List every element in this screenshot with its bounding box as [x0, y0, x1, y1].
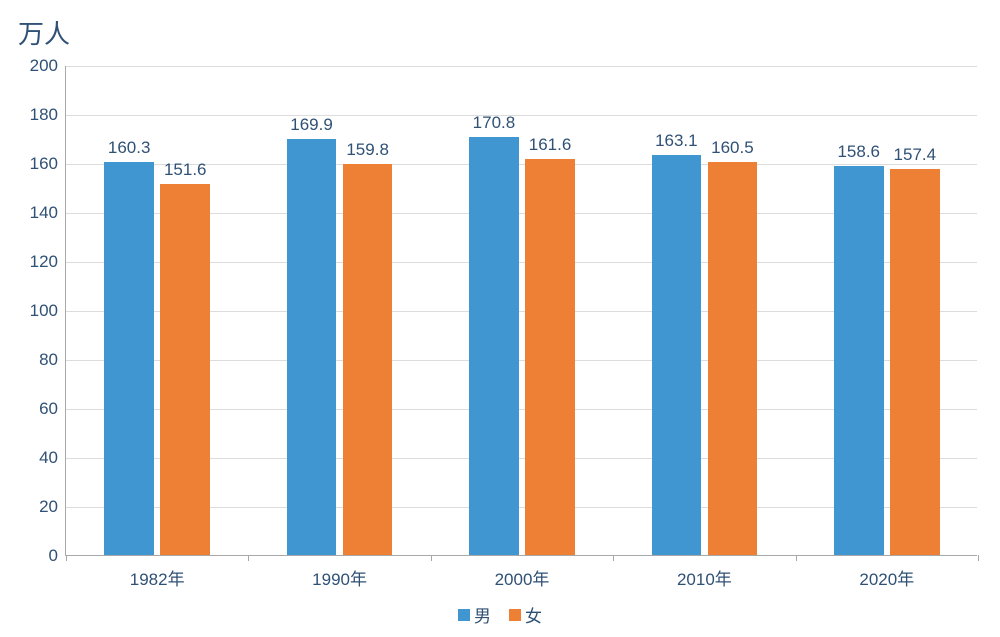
x-tick-mark — [613, 555, 614, 561]
x-tick-label: 2000年 — [495, 565, 550, 590]
bar-女: 159.8 — [343, 164, 393, 556]
legend-label: 女 — [525, 602, 542, 627]
bar-女: 157.4 — [890, 169, 940, 555]
population-by-sex-chart: 万人 0204060801001201401601802001982年160.3… — [0, 0, 1000, 637]
x-tick-label: 2020年 — [859, 565, 914, 590]
bar-男: 170.8 — [469, 137, 519, 555]
bar-value-label: 163.1 — [655, 131, 698, 151]
y-tick-label: 140 — [30, 203, 58, 223]
bar-女: 151.6 — [160, 184, 210, 555]
bar-男: 158.6 — [834, 166, 884, 555]
gridline — [66, 115, 977, 116]
x-tick-label: 2010年 — [677, 565, 732, 590]
x-tick-mark — [431, 555, 432, 561]
legend-swatch — [458, 609, 470, 621]
gridline — [66, 66, 977, 67]
x-tick-mark — [248, 555, 249, 561]
bar-男: 163.1 — [652, 155, 702, 555]
x-tick-mark — [978, 555, 979, 561]
y-tick-label: 160 — [30, 154, 58, 174]
bar-value-label: 158.6 — [837, 142, 880, 162]
x-tick-mark — [66, 555, 67, 561]
legend: 男女 — [458, 602, 542, 627]
x-tick-label: 1982年 — [130, 565, 185, 590]
bar-value-label: 160.3 — [108, 138, 151, 158]
y-tick-label: 180 — [30, 105, 58, 125]
bar-value-label: 151.6 — [164, 160, 207, 180]
bar-value-label: 170.8 — [473, 113, 516, 133]
plot-area: 0204060801001201401601802001982年160.3151… — [65, 66, 977, 556]
bar-value-label: 157.4 — [894, 145, 937, 165]
y-tick-label: 200 — [30, 56, 58, 76]
y-tick-label: 80 — [39, 350, 58, 370]
bar-value-label: 161.6 — [529, 135, 572, 155]
y-tick-label: 60 — [39, 399, 58, 419]
y-tick-label: 120 — [30, 252, 58, 272]
y-tick-label: 100 — [30, 301, 58, 321]
y-tick-label: 0 — [49, 546, 58, 566]
legend-swatch — [509, 609, 521, 621]
y-tick-label: 20 — [39, 497, 58, 517]
y-axis-unit: 万人 — [18, 14, 70, 51]
bar-女: 160.5 — [708, 162, 758, 555]
bar-value-label: 159.8 — [346, 140, 389, 160]
bar-value-label: 160.5 — [711, 138, 754, 158]
legend-label: 男 — [474, 602, 491, 627]
legend-item: 女 — [509, 602, 542, 627]
x-tick-mark — [796, 555, 797, 561]
bar-男: 169.9 — [287, 139, 337, 555]
bar-女: 161.6 — [525, 159, 575, 555]
legend-item: 男 — [458, 602, 491, 627]
bar-value-label: 169.9 — [290, 115, 333, 135]
y-tick-label: 40 — [39, 448, 58, 468]
bar-男: 160.3 — [104, 162, 154, 555]
x-tick-label: 1990年 — [312, 565, 367, 590]
